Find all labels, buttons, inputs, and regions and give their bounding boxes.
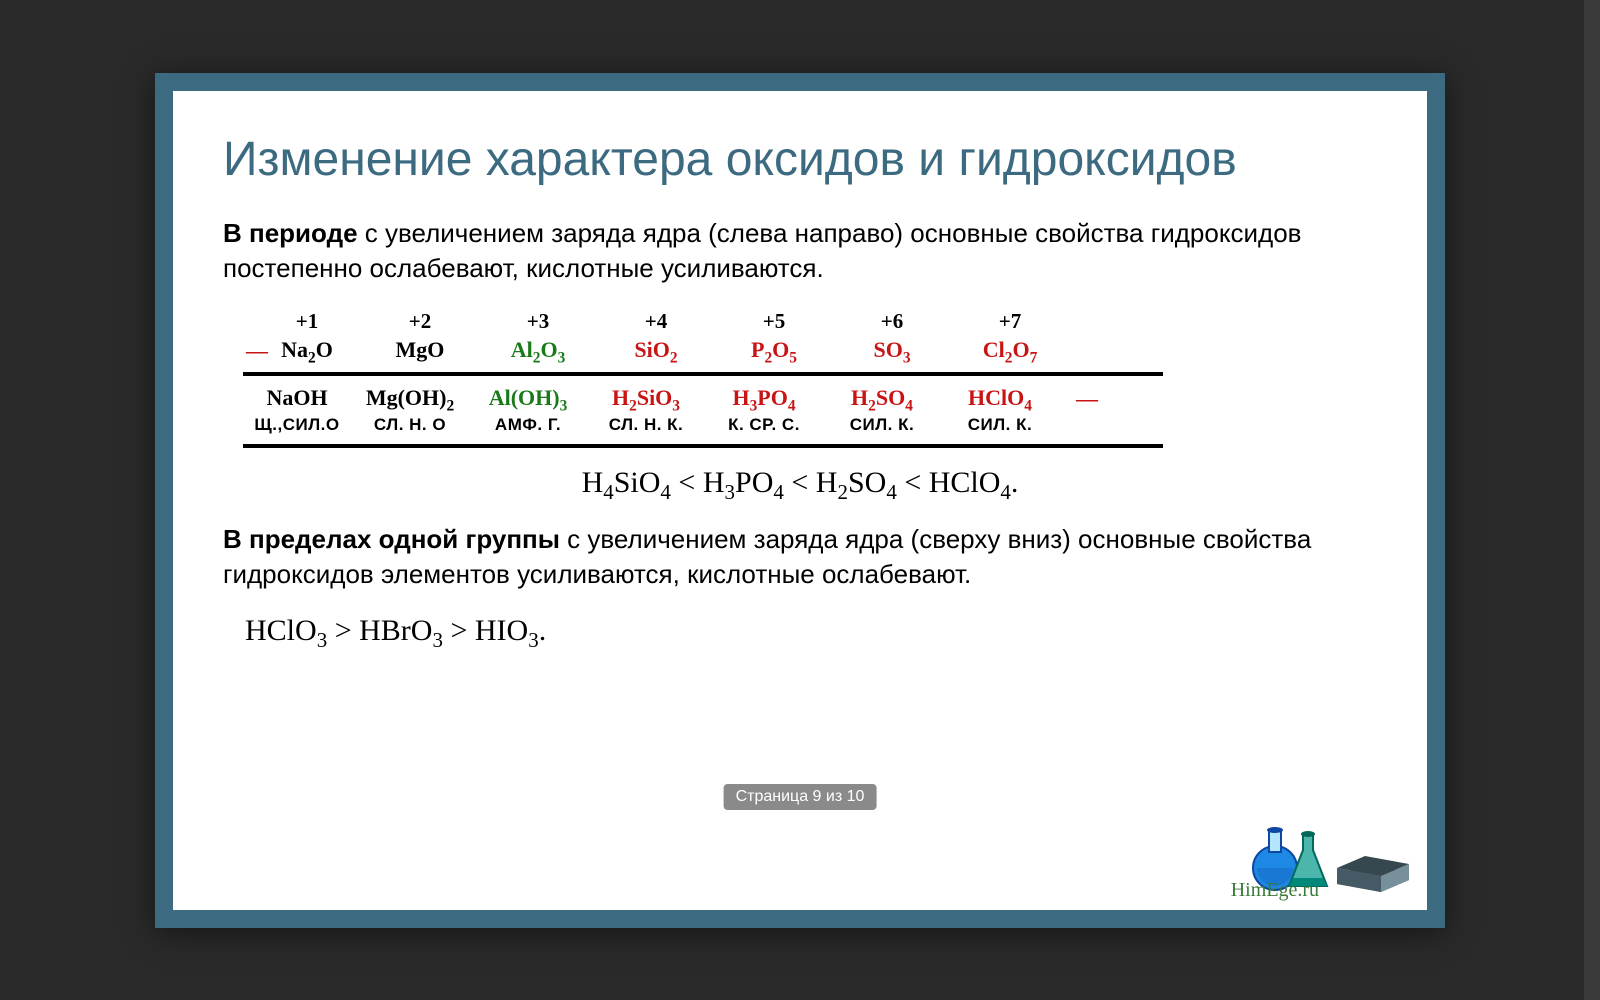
oxide-cell: +2MgO — [361, 308, 479, 364]
hydroxide-formula: H2SO4 — [823, 384, 941, 413]
oxide-formula: Na2O — [253, 336, 361, 365]
slide-frame: Изменение характера оксидов и гидроксидо… — [155, 73, 1445, 928]
hydroxide-formula: H2SiO3 — [587, 384, 705, 413]
hydroxide-property: СИЛ. К. — [823, 414, 941, 436]
hydroxide-cell: H3PO4К. СР. С. — [705, 384, 823, 436]
oxide-cell: +1Na2O — [253, 308, 361, 364]
hydroxide-property: СЛ. Н. К. — [587, 414, 705, 436]
hydroxide-cell: NaOHЩ.,СИЛ.О — [243, 384, 351, 436]
hydroxide-property: СИЛ. К. — [941, 414, 1059, 436]
oxide-cell: +3Al2O3 — [479, 308, 597, 364]
vertical-scrollbar[interactable] — [1584, 0, 1600, 1000]
oxidation-state: +4 — [597, 308, 715, 335]
oxide-formula: Al2O3 — [479, 336, 597, 365]
acidity-inequality-group: HClO3 > HBrO3 > HIO3. — [245, 614, 1377, 648]
oxidation-state: +5 — [715, 308, 833, 335]
right-dash: — — [1073, 386, 1101, 412]
oxide-cell: +5P2O5 — [715, 308, 833, 364]
hydroxide-formula: NaOH — [243, 384, 351, 413]
oxide-formula: Cl2O7 — [951, 336, 1069, 365]
hydroxide-formula: Mg(OH)2 — [351, 384, 469, 413]
hydroxide-property: СЛ. Н. О — [351, 414, 469, 436]
site-logo-text: HimEge.ru — [1231, 879, 1319, 902]
hydroxide-cell: H2SiO3СЛ. Н. К. — [587, 384, 705, 436]
hydroxide-cell: HClO4СИЛ. К. — [941, 384, 1059, 436]
oxidation-state: +6 — [833, 308, 951, 335]
oxidation-state: +7 — [951, 308, 1069, 335]
oxide-cell: +4SiO2 — [597, 308, 715, 364]
viewport: Изменение характера оксидов и гидроксидо… — [0, 0, 1600, 1000]
site-logo: HimEge.ru — [1245, 810, 1415, 900]
table-divider — [243, 372, 1163, 376]
oxide-cell: +7Cl2O7 — [951, 308, 1069, 364]
table-row-hydroxides: NaOHЩ.,СИЛ.ОMg(OH)2СЛ. Н. ОAl(OH)3АМФ. Г… — [243, 384, 1163, 436]
hydroxide-property: АМФ. Г. — [469, 414, 587, 436]
slide-title: Изменение характера оксидов и гидроксидо… — [223, 131, 1377, 189]
page-indicator-badge: Страница 9 из 10 — [724, 784, 877, 810]
oxidation-state: +1 — [253, 308, 361, 335]
hydroxide-formula: Al(OH)3 — [469, 384, 587, 413]
oxide-formula: SiO2 — [597, 336, 715, 365]
paragraph-period: В периоде с увеличением заряда ядра (сле… — [223, 216, 1377, 286]
slide: Изменение характера оксидов и гидроксидо… — [173, 91, 1427, 910]
oxidation-state: +3 — [479, 308, 597, 335]
paragraph-group-bold: В пределах одной группы — [223, 524, 560, 554]
oxide-cell: +6SO3 — [833, 308, 951, 364]
oxide-formula: P2O5 — [715, 336, 833, 365]
hydroxide-property: Щ.,СИЛ.О — [243, 414, 351, 436]
hydroxide-cell: Mg(OH)2СЛ. Н. О — [351, 384, 469, 436]
hydroxide-cell: Al(OH)3АМФ. Г. — [469, 384, 587, 436]
hydroxide-formula: H3PO4 — [705, 384, 823, 413]
table-divider-bottom — [243, 444, 1163, 448]
acidity-inequality-period: H4SiO4 < H3PO4 < H2SO4 < HClO4. — [223, 466, 1377, 500]
paragraph-group: В пределах одной группы с увеличением за… — [223, 522, 1377, 592]
oxidation-state: +2 — [361, 308, 479, 335]
oxide-formula: SO3 — [833, 336, 951, 365]
paragraph-period-rest: с увеличением заряда ядра (слева направо… — [223, 218, 1301, 283]
hydroxide-cell: H2SO4СИЛ. К. — [823, 384, 941, 436]
table-row-oxides: — +1Na2O+2MgO+3Al2O3+4SiO2+5P2O5+6SO3+7C… — [243, 308, 1163, 364]
oxide-hydroxide-table: — +1Na2O+2MgO+3Al2O3+4SiO2+5P2O5+6SO3+7C… — [243, 308, 1163, 448]
paragraph-period-bold: В периоде — [223, 218, 358, 248]
hydroxide-property: К. СР. С. — [705, 414, 823, 436]
hydroxide-formula: HClO4 — [941, 384, 1059, 413]
oxide-formula: MgO — [361, 336, 479, 365]
